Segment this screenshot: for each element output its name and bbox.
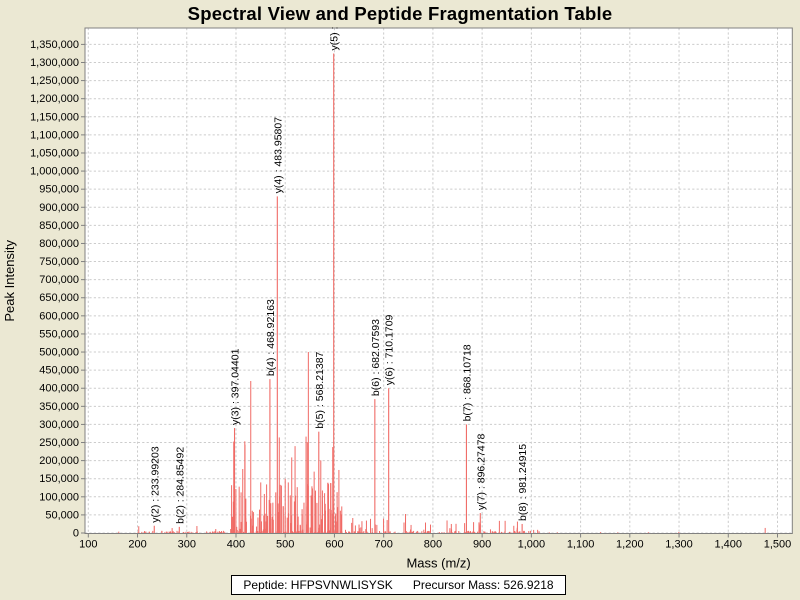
- svg-text:100: 100: [79, 539, 97, 551]
- svg-text:800: 800: [424, 539, 442, 551]
- svg-text:1,500: 1,500: [764, 539, 792, 551]
- svg-text:y(2) : 233.99203: y(2) : 233.99203: [149, 446, 161, 523]
- svg-text:b(5) : 568.21387: b(5) : 568.21387: [314, 351, 326, 428]
- svg-text:650,000: 650,000: [39, 292, 79, 304]
- svg-text:300,000: 300,000: [39, 419, 79, 431]
- svg-text:1,050,000: 1,050,000: [30, 148, 79, 160]
- svg-text:600,000: 600,000: [39, 310, 79, 322]
- svg-text:900,000: 900,000: [39, 202, 79, 214]
- svg-text:950,000: 950,000: [39, 184, 79, 196]
- svg-text:350,000: 350,000: [39, 401, 79, 413]
- svg-text:450,000: 450,000: [39, 365, 79, 377]
- svg-text:y(4) : 483.95807: y(4) : 483.95807: [272, 117, 284, 194]
- svg-text:600: 600: [325, 539, 343, 551]
- svg-text:y(7) : 896.27478: y(7) : 896.27478: [475, 433, 487, 510]
- svg-text:100,000: 100,000: [39, 491, 79, 503]
- svg-text:y(3) : 397.04401: y(3) : 397.04401: [230, 348, 242, 425]
- svg-text:1,100: 1,100: [567, 539, 595, 551]
- svg-text:900: 900: [473, 539, 491, 551]
- svg-text:200: 200: [128, 539, 146, 551]
- svg-text:1,400: 1,400: [715, 539, 743, 551]
- svg-text:800,000: 800,000: [39, 238, 79, 250]
- svg-text:850,000: 850,000: [39, 220, 79, 232]
- svg-text:Mass (m/z): Mass (m/z): [406, 556, 470, 571]
- svg-text:700,000: 700,000: [39, 274, 79, 286]
- svg-text:Peak Intensity: Peak Intensity: [2, 239, 17, 321]
- svg-text:1,350,000: 1,350,000: [30, 39, 79, 51]
- svg-text:700: 700: [374, 539, 392, 551]
- svg-text:250,000: 250,000: [39, 437, 79, 449]
- svg-text:1,000,000: 1,000,000: [30, 166, 79, 178]
- svg-text:1,000: 1,000: [518, 539, 546, 551]
- svg-text:1,200: 1,200: [616, 539, 644, 551]
- svg-text:1,300: 1,300: [665, 539, 693, 551]
- svg-text:1,150,000: 1,150,000: [30, 111, 79, 123]
- svg-text:b(7) : 868.10718: b(7) : 868.10718: [461, 344, 473, 421]
- svg-text:750,000: 750,000: [39, 256, 79, 268]
- svg-text:1,200,000: 1,200,000: [30, 93, 79, 105]
- svg-text:500,000: 500,000: [39, 347, 79, 359]
- svg-text:500: 500: [276, 539, 294, 551]
- svg-text:b(2) : 284.85492: b(2) : 284.85492: [174, 447, 186, 524]
- svg-text:400: 400: [227, 539, 245, 551]
- svg-text:1,100,000: 1,100,000: [30, 129, 79, 141]
- svg-text:200,000: 200,000: [39, 455, 79, 467]
- svg-text:1,300,000: 1,300,000: [30, 57, 79, 69]
- svg-text:y(6) : 710.1709: y(6) : 710.1709: [384, 314, 396, 385]
- svg-text:300: 300: [178, 539, 196, 551]
- svg-text:150,000: 150,000: [39, 473, 79, 485]
- svg-text:550,000: 550,000: [39, 328, 79, 340]
- svg-text:1,250,000: 1,250,000: [30, 75, 79, 87]
- svg-text:0: 0: [73, 528, 79, 540]
- svg-text:b(8) : 981.24915: b(8) : 981.24915: [517, 444, 529, 521]
- svg-text:b(6) : 682.07593: b(6) : 682.07593: [370, 319, 382, 396]
- svg-text:400,000: 400,000: [39, 383, 79, 395]
- svg-text:50,000: 50,000: [45, 509, 79, 521]
- svg-text:b(4) : 468.92163: b(4) : 468.92163: [265, 299, 277, 376]
